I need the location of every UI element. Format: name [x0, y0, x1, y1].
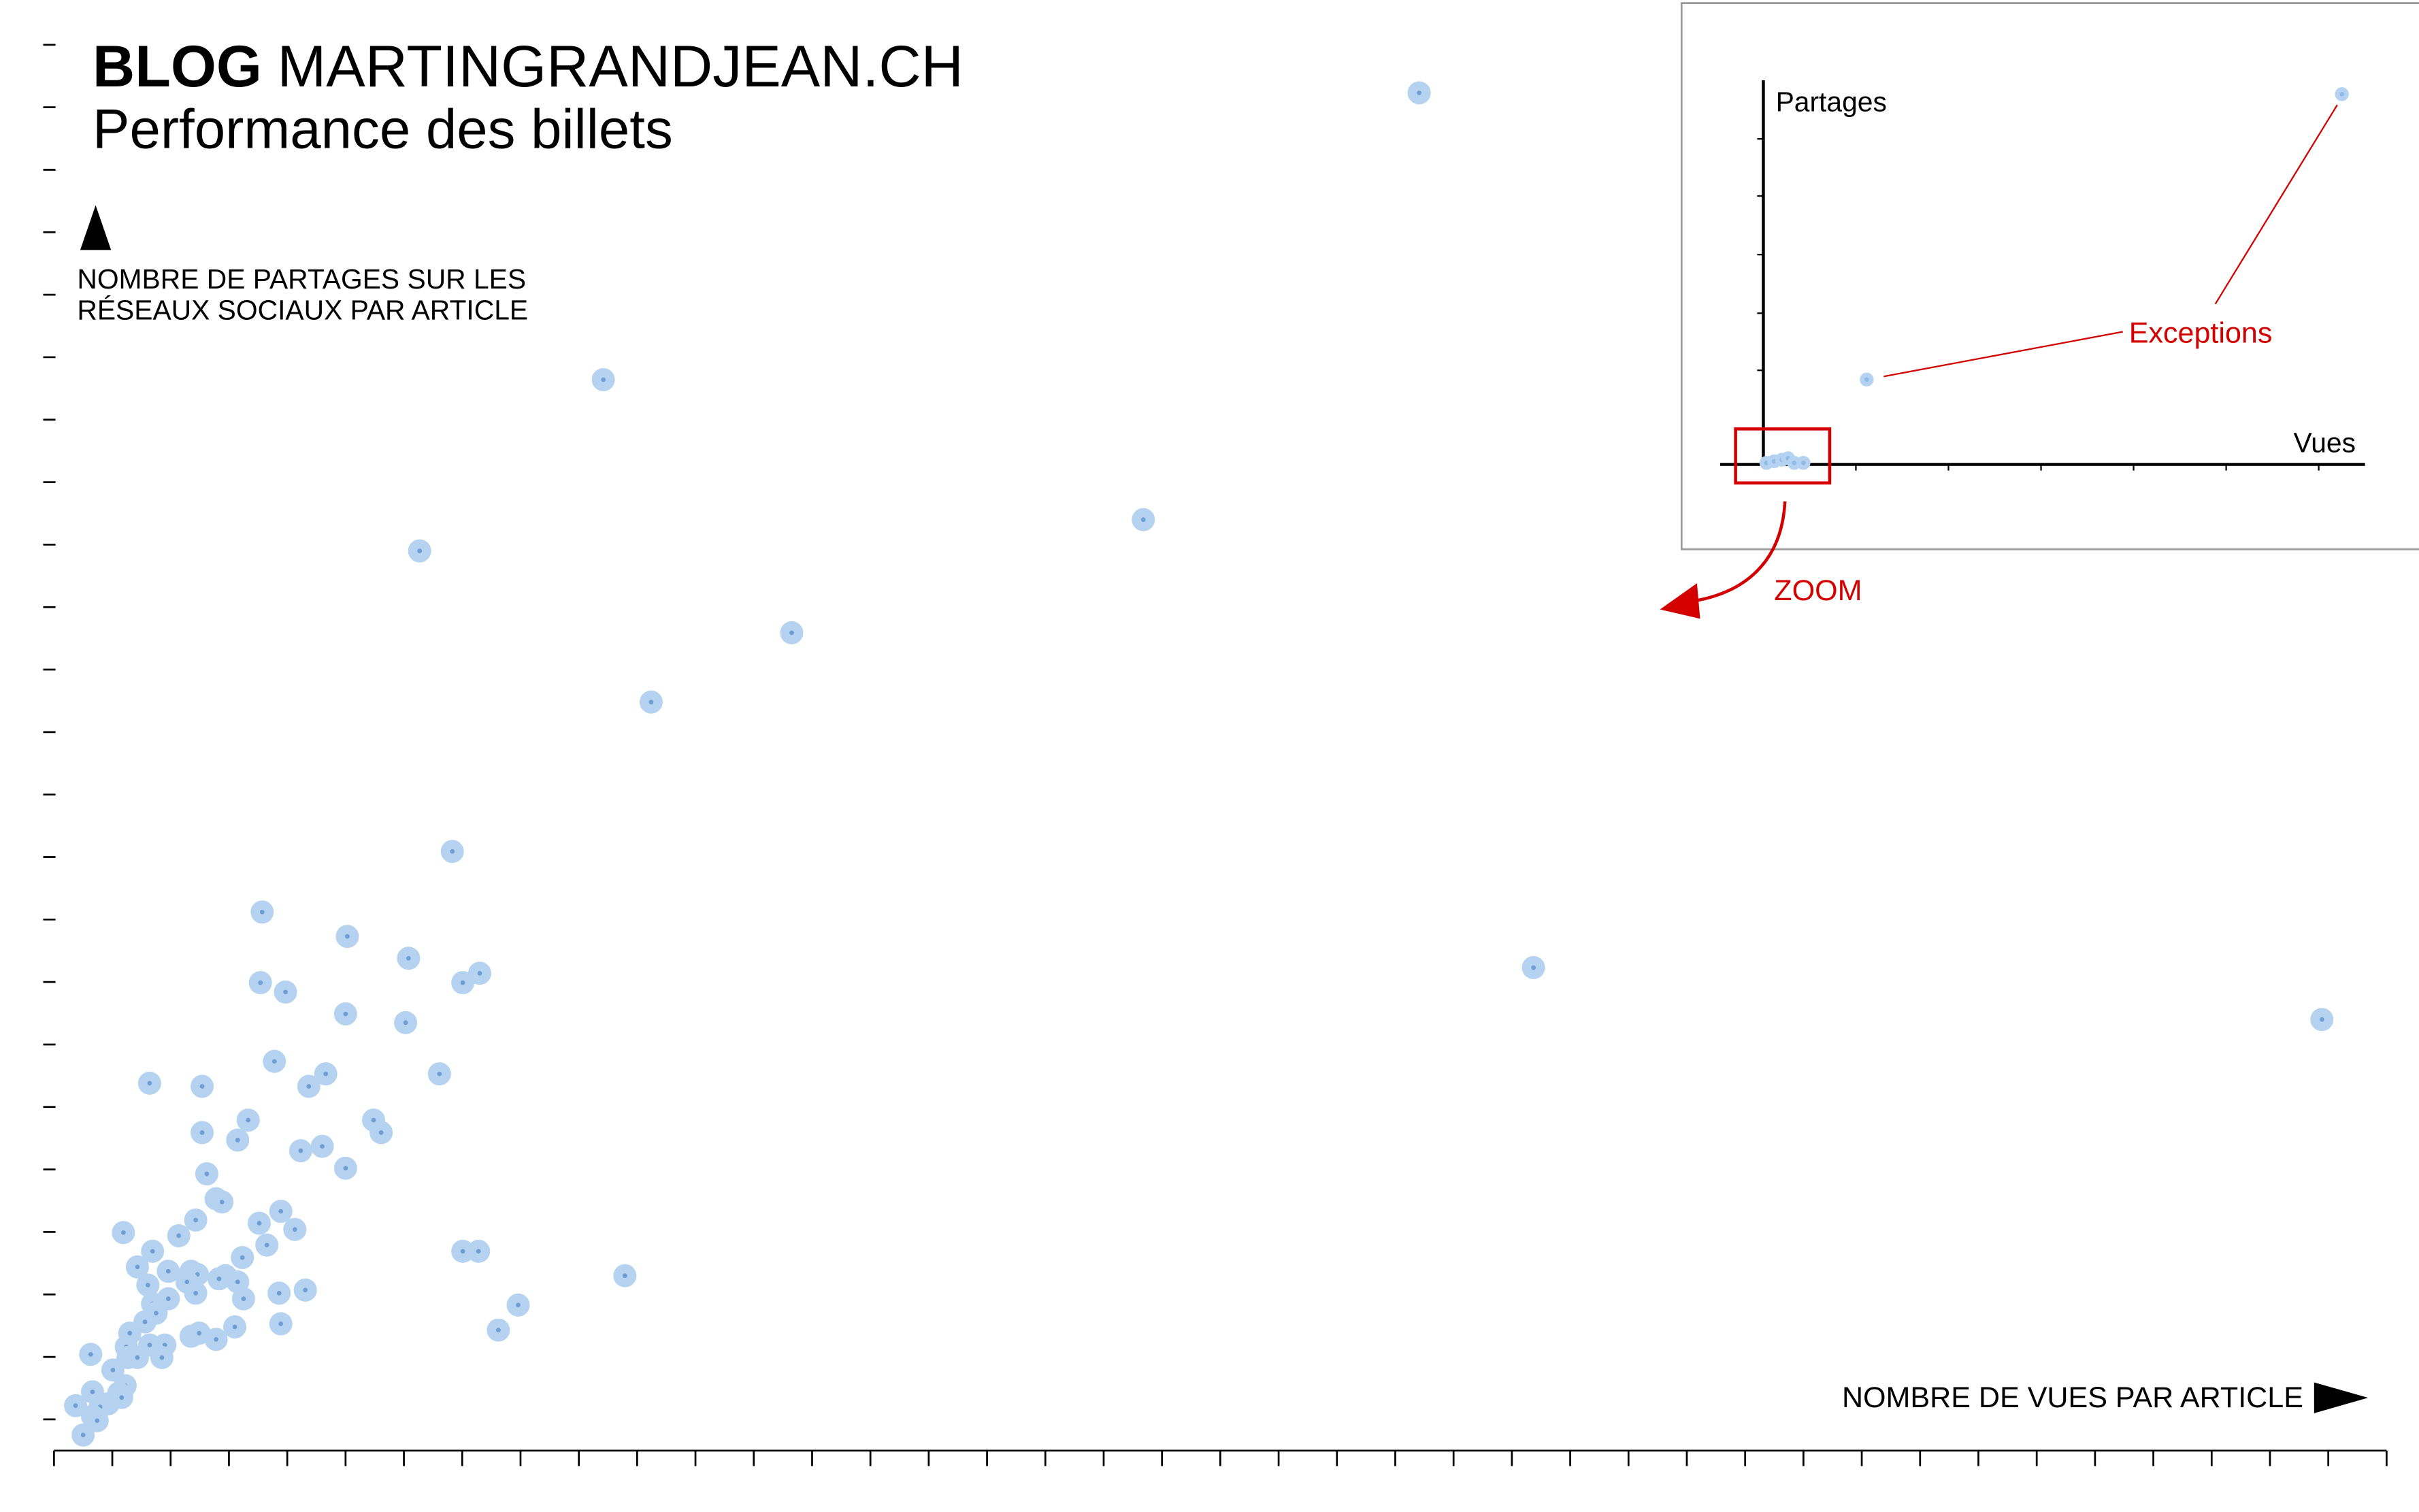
point — [112, 1221, 135, 1245]
point — [71, 1423, 95, 1447]
point — [125, 1255, 149, 1279]
point — [408, 539, 431, 563]
inset: Partages Vues Exceptions — [1680, 2, 2419, 550]
point — [427, 1062, 451, 1086]
annotation-line — [1883, 331, 2123, 378]
point — [394, 1010, 418, 1034]
point — [487, 1318, 510, 1342]
point — [187, 1321, 211, 1345]
point — [150, 1345, 174, 1370]
points — [64, 81, 2334, 1447]
annotation-line — [2214, 104, 2338, 305]
point — [157, 1260, 180, 1283]
inset-points — [1759, 87, 2349, 470]
chart-title: BLOG MARTINGRANDJEAN.CH — [93, 34, 964, 99]
zoom-arrowhead — [1660, 583, 1700, 619]
point — [191, 1074, 214, 1098]
point — [506, 1293, 530, 1317]
point — [289, 1139, 312, 1163]
point — [136, 1273, 160, 1297]
inset-x-label: Vues — [2294, 427, 2356, 458]
point — [210, 1190, 234, 1214]
point — [263, 1049, 286, 1073]
point — [369, 1121, 393, 1145]
point — [223, 1315, 247, 1339]
point — [248, 1211, 271, 1235]
point — [1521, 956, 1545, 980]
point — [780, 621, 804, 644]
point — [297, 1074, 320, 1098]
title-brand: BLOG — [93, 34, 262, 99]
zoom-label: ZOOM — [1774, 574, 1862, 607]
point — [314, 1062, 338, 1086]
inset-y-label: Partages — [1776, 86, 1887, 117]
inset-annotation: Exceptions — [2129, 316, 2273, 349]
point — [255, 1233, 279, 1257]
point — [293, 1278, 317, 1302]
point — [195, 1162, 218, 1186]
point — [1407, 81, 1431, 105]
point — [639, 690, 663, 714]
point — [2310, 1008, 2334, 1032]
point — [397, 947, 421, 970]
point — [274, 980, 297, 1004]
chart-subtitle: Performance des billets — [93, 99, 673, 161]
point — [236, 1108, 260, 1132]
point — [137, 1071, 161, 1095]
point — [440, 840, 464, 864]
point — [231, 1287, 255, 1311]
point — [333, 1156, 357, 1180]
point — [335, 925, 359, 949]
point — [167, 1223, 191, 1247]
point — [591, 367, 615, 391]
point — [157, 1287, 180, 1311]
point — [269, 1312, 293, 1336]
x-arrow — [2314, 1382, 2369, 1413]
point — [226, 1270, 250, 1294]
point — [250, 900, 274, 924]
point — [79, 1343, 103, 1366]
point — [125, 1345, 149, 1370]
title-site: MARTINGRANDJEAN.CH — [278, 34, 964, 99]
y-axis-label: RÉSEAUX SOCIAUX PAR ARTICLE — [77, 294, 528, 325]
point — [283, 1217, 307, 1241]
point — [467, 1239, 491, 1263]
point — [451, 971, 475, 995]
point — [85, 1409, 109, 1432]
x-axis-label: NOMBRE DE VUES PAR ARTICLE — [1842, 1381, 2303, 1414]
point — [267, 1281, 291, 1305]
point — [269, 1200, 293, 1223]
point — [310, 1134, 334, 1158]
point — [184, 1208, 208, 1232]
point — [204, 1328, 228, 1351]
point — [101, 1358, 125, 1382]
point — [184, 1281, 208, 1305]
point — [64, 1394, 88, 1417]
point — [467, 962, 491, 985]
zoom-box — [1734, 427, 1832, 484]
point — [207, 1267, 231, 1291]
point — [231, 1246, 254, 1270]
point — [613, 1264, 637, 1287]
point — [133, 1310, 157, 1334]
point — [110, 1385, 133, 1409]
point — [1132, 508, 1155, 531]
point — [191, 1121, 214, 1145]
point — [141, 1239, 165, 1263]
zoom-arrow — [1689, 501, 1787, 604]
point — [333, 1002, 357, 1025]
point — [226, 1128, 250, 1152]
y-axis-label: NOMBRE DE PARTAGES SUR LES — [77, 263, 526, 295]
y-arrow — [80, 205, 112, 250]
point — [248, 971, 272, 995]
